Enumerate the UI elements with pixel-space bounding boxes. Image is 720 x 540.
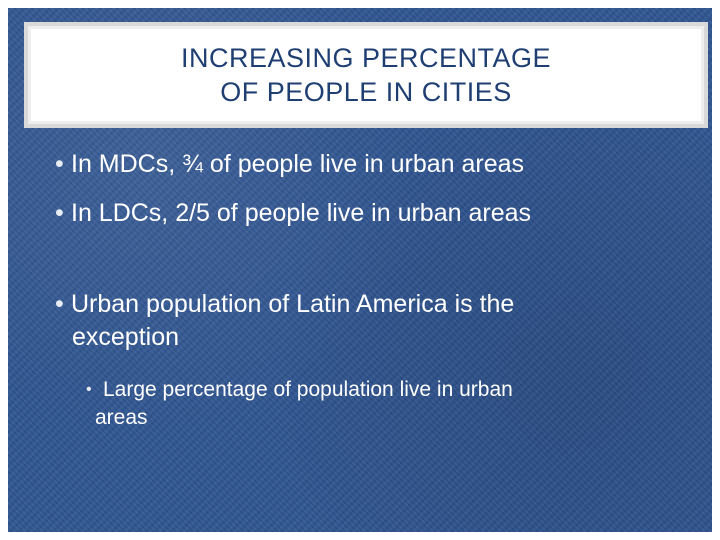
bullet-marker: •	[55, 150, 64, 178]
bullet-latin-america: • Urban population of Latin America is th…	[55, 288, 675, 354]
bullet-text: In MDCs, ¾ of people live in urban areas	[71, 150, 525, 178]
bullet-marker: •	[55, 199, 64, 227]
bullet-text-line-1: Urban population of Latin America is the	[71, 290, 515, 318]
bullet-text-line-2: exception	[72, 323, 180, 351]
bullet-text: In LDCs, 2/5 of people live in urban are…	[71, 199, 531, 227]
sub-bullet-large-percentage: • Large percentage of population live in …	[86, 376, 676, 432]
bullet-mdcs: • In MDCs, ¾ of people live in urban area…	[55, 148, 524, 181]
slide: INCREASING PERCENTAGE OF PEOPLE IN CITIE…	[8, 8, 712, 532]
slide-title-line-1: INCREASING PERCENTAGE	[180, 43, 552, 73]
sub-bullet-text-line-2: areas	[95, 406, 148, 429]
slide-title-line-2: OF PEOPLE IN CITIES	[220, 77, 512, 107]
sub-bullet-marker: •	[86, 381, 92, 398]
title-box: INCREASING PERCENTAGE OF PEOPLE IN CITIE…	[24, 22, 708, 128]
bullet-marker: •	[55, 290, 64, 318]
slide-body: • In MDCs, ¾ of people live in urban area…	[8, 8, 712, 532]
bullet-ldcs: • In LDCs, 2/5 of people live in urban ar…	[55, 197, 531, 230]
sub-bullet-text-line-1: Large percentage of population live in u…	[103, 378, 513, 401]
